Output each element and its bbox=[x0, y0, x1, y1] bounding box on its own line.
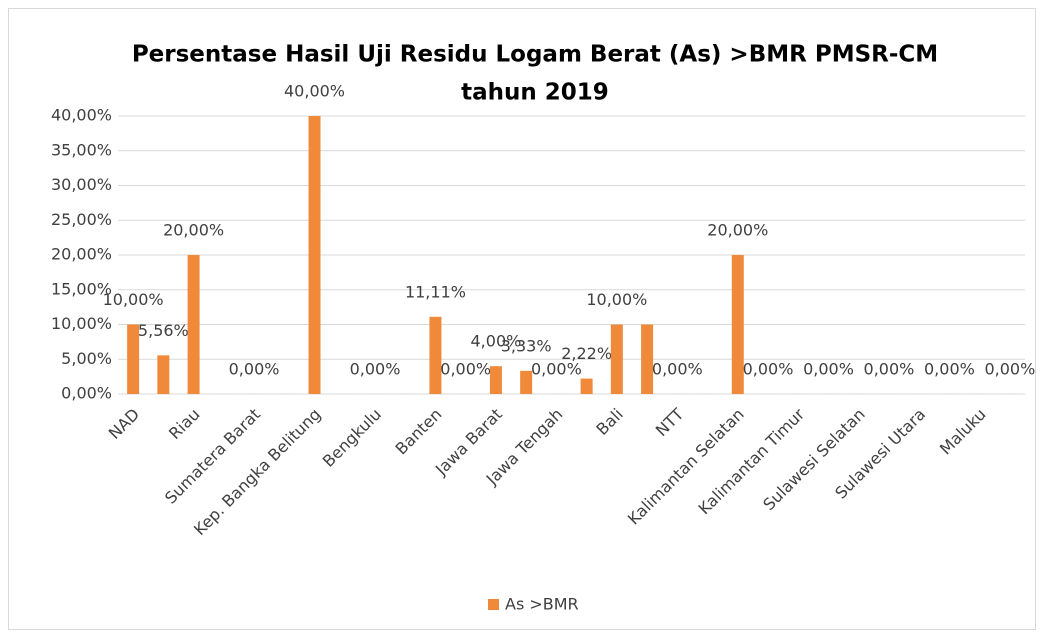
data-label: 0,00% bbox=[743, 360, 794, 379]
data-label: 0,00% bbox=[984, 360, 1035, 379]
bar bbox=[489, 366, 502, 394]
y-tick-label: 10,00% bbox=[51, 314, 112, 333]
bar bbox=[308, 116, 321, 394]
data-label: 3,33% bbox=[501, 336, 552, 355]
bar bbox=[580, 378, 593, 394]
data-label: 5,56% bbox=[138, 321, 189, 340]
data-label: 2,22% bbox=[561, 344, 612, 363]
bar bbox=[641, 324, 654, 394]
data-label: 0,00% bbox=[531, 360, 582, 379]
data-label: 20,00% bbox=[163, 221, 224, 240]
data-label: 40,00% bbox=[284, 82, 345, 101]
y-tick-label: 25,00% bbox=[51, 210, 112, 229]
data-label: 0,00% bbox=[229, 360, 280, 379]
legend-swatch bbox=[488, 599, 499, 610]
legend-label: As >BMR bbox=[505, 595, 579, 614]
bar bbox=[731, 255, 744, 394]
bar bbox=[610, 324, 623, 394]
y-tick-label: 40,00% bbox=[51, 106, 112, 125]
data-label: 10,00% bbox=[586, 290, 647, 309]
y-tick-label: 0,00% bbox=[61, 384, 112, 403]
bar bbox=[429, 316, 442, 394]
y-tick-label: 5,00% bbox=[61, 349, 112, 368]
bar bbox=[520, 370, 533, 394]
data-label: 4,00% bbox=[471, 332, 522, 351]
y-tick-label: 30,00% bbox=[51, 175, 112, 194]
data-label: 0,00% bbox=[803, 360, 854, 379]
data-label: 0,00% bbox=[924, 360, 975, 379]
bar bbox=[157, 355, 170, 394]
data-label: 0,00% bbox=[350, 360, 401, 379]
y-tick-label: 15,00% bbox=[51, 279, 112, 298]
y-tick-label: 35,00% bbox=[51, 140, 112, 159]
y-tick-label: 20,00% bbox=[51, 245, 112, 264]
data-label: 11,11% bbox=[405, 282, 466, 301]
bar bbox=[187, 255, 200, 394]
data-label: 20,00% bbox=[707, 221, 768, 240]
data-label: 10,00% bbox=[103, 290, 164, 309]
chart-border bbox=[8, 8, 1036, 630]
data-label: 0,00% bbox=[652, 360, 703, 379]
chart-title: tahun 2019 bbox=[461, 80, 609, 106]
bar bbox=[127, 324, 140, 394]
data-label: 0,00% bbox=[864, 360, 915, 379]
data-label: 0,00% bbox=[440, 360, 491, 379]
chart-title: Persentase Hasil Uji Residu Logam Berat … bbox=[132, 42, 938, 68]
